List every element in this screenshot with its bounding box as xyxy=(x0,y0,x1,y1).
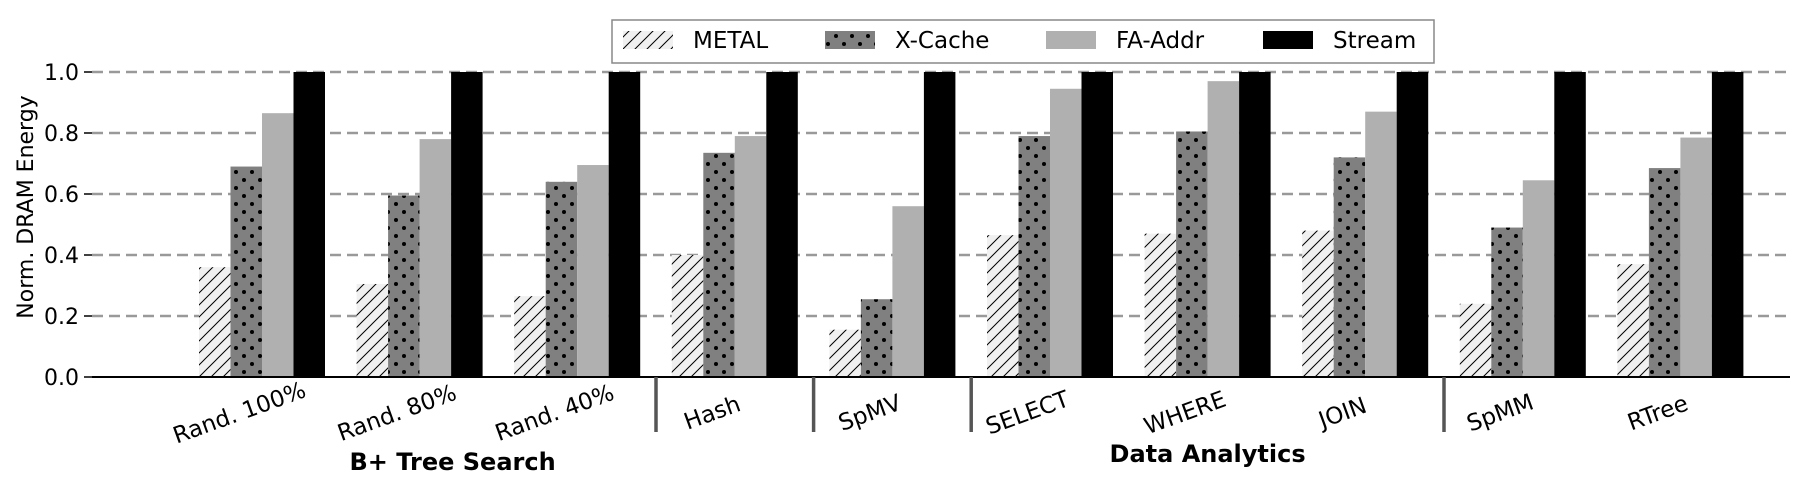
group-label: B+ Tree Search xyxy=(350,448,556,476)
bar-metal-8 xyxy=(1459,303,1492,377)
bar-stream-6 xyxy=(1239,72,1271,377)
bar-metal-4 xyxy=(829,329,861,377)
bar-fa-addr-3 xyxy=(734,136,767,377)
bar-metal-3 xyxy=(671,255,704,377)
bar-x-cache-0 xyxy=(230,166,262,377)
x-tick-label: Rand. 80% xyxy=(334,380,460,447)
legend: METAL X-Cache FA-Addr Stream xyxy=(611,19,1435,64)
bar-fa-addr-5 xyxy=(1050,88,1082,378)
bar-fa-addr-7 xyxy=(1365,111,1397,378)
bar-fa-addr-9 xyxy=(1680,137,1712,377)
bar-fa-addr-8 xyxy=(1522,180,1555,377)
bar-stream-0 xyxy=(293,72,325,377)
bar-stream-1 xyxy=(451,72,483,377)
x-tick-label: Rand. 100% xyxy=(170,377,310,449)
bar-metal-1 xyxy=(356,283,389,377)
legend-swatch xyxy=(623,31,673,49)
legend-label: METAL xyxy=(693,28,768,54)
bar-metal-0 xyxy=(199,267,231,377)
y-axis-label: Norm. DRAM Energy xyxy=(14,95,39,318)
bar-x-cache-2 xyxy=(545,181,578,377)
bar-stream-9 xyxy=(1711,72,1744,377)
bar-x-cache-6 xyxy=(1176,131,1208,377)
bar-x-cache-8 xyxy=(1491,227,1523,377)
y-tick-label: 0.0 xyxy=(44,366,79,391)
group-label: Data Analytics xyxy=(1110,440,1306,468)
bar-x-cache-1 xyxy=(388,195,420,377)
bar-x-cache-3 xyxy=(703,152,735,377)
bar-stream-2 xyxy=(608,72,641,377)
x-tick-label: SpMV xyxy=(835,390,905,437)
bar-fa-addr-1 xyxy=(419,139,452,377)
x-tick-label: Hash xyxy=(681,391,744,435)
bar-fa-addr-6 xyxy=(1207,81,1240,378)
y-tick-label: 0.6 xyxy=(44,183,79,208)
x-tick-label: JOIN xyxy=(1314,393,1371,435)
bar-metal-2 xyxy=(514,296,546,377)
bar-metal-7 xyxy=(1302,230,1334,377)
x-tick-label: SpMM xyxy=(1464,389,1538,437)
bar-stream-4 xyxy=(923,72,956,377)
bar-fa-addr-4 xyxy=(892,206,924,377)
bar-stream-3 xyxy=(766,72,798,377)
bar-metal-9 xyxy=(1617,264,1649,377)
bar-fa-addr-2 xyxy=(577,165,609,377)
bar-x-cache-4 xyxy=(860,299,893,377)
legend-label: Stream xyxy=(1333,28,1416,54)
bars xyxy=(199,72,1744,378)
bar-stream-8 xyxy=(1554,72,1586,377)
legend-swatch xyxy=(1263,31,1313,49)
legend-label: X-Cache xyxy=(895,28,989,54)
y-tick-label: 0.4 xyxy=(44,244,79,269)
bar-fa-addr-0 xyxy=(262,113,294,378)
x-tick-label: RTree xyxy=(1624,391,1691,437)
x-tick-label: WHERE xyxy=(1141,387,1230,441)
x-tick-label: SELECT xyxy=(982,386,1073,440)
bar-x-cache-9 xyxy=(1648,168,1681,377)
legend-swatch xyxy=(1046,31,1096,49)
bar-metal-6 xyxy=(1144,233,1177,377)
y-tick-label: 1.0 xyxy=(44,61,79,86)
x-tick-label: Rand. 40% xyxy=(492,380,618,447)
legend-label: FA-Addr xyxy=(1116,28,1205,54)
y-tick-label: 0.2 xyxy=(44,305,79,330)
legend-swatch xyxy=(825,31,875,49)
bar-metal-5 xyxy=(987,235,1019,377)
bar-stream-5 xyxy=(1081,72,1113,377)
bar-stream-7 xyxy=(1396,72,1429,377)
bar-x-cache-7 xyxy=(1333,157,1366,377)
bar-x-cache-5 xyxy=(1018,136,1050,377)
y-tick-label: 0.8 xyxy=(44,122,79,147)
